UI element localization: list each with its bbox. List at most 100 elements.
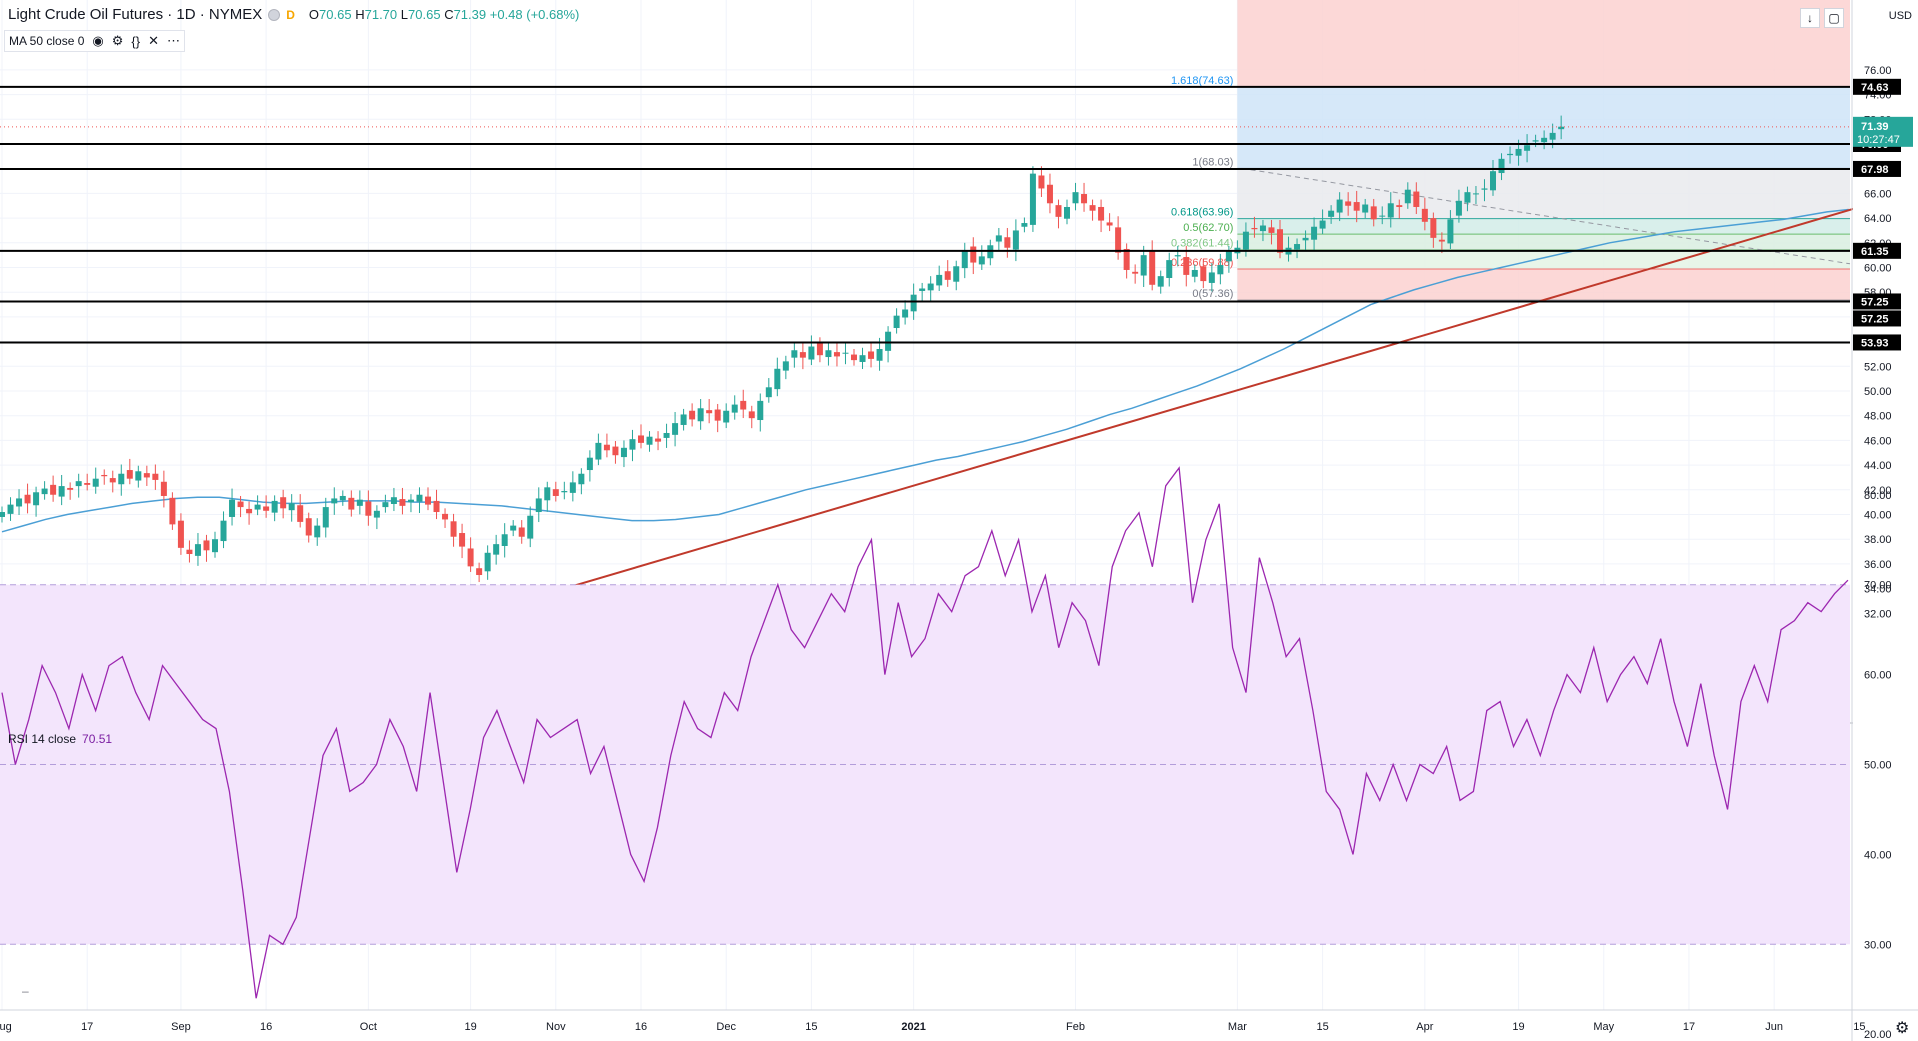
candle-body [527, 515, 534, 539]
level-price-tag [1853, 78, 1901, 95]
candle-body [697, 408, 704, 422]
candle-body [75, 481, 82, 487]
candle-body [280, 497, 287, 509]
candle-body [714, 409, 721, 421]
candle-body [288, 503, 295, 511]
candle-body [723, 410, 730, 423]
candle-body [1029, 173, 1036, 225]
candle-body [578, 473, 585, 485]
candle-body [1021, 223, 1028, 227]
candle-body [160, 481, 167, 496]
candle-body [1157, 276, 1164, 287]
candle-body [842, 352, 849, 354]
settings-gear-icon: ⚙ [1895, 1020, 1909, 1037]
candle-body [544, 487, 551, 501]
open-value: 70.65 [319, 7, 352, 22]
dashed-trend-line [1241, 167, 1851, 265]
candle-body [1396, 205, 1403, 207]
candle-body [816, 342, 823, 356]
candle-body [1455, 200, 1462, 216]
candle-body [1132, 271, 1139, 274]
level-price-tag [1853, 160, 1901, 177]
candle-body [1481, 188, 1488, 190]
candle-body [808, 346, 815, 360]
candle-body [569, 482, 576, 493]
level-price-tag-label: 57.25 [1861, 313, 1889, 325]
candle-body [1098, 206, 1105, 221]
candle-body [936, 274, 943, 286]
candle-body [586, 457, 593, 471]
candle-body [229, 499, 236, 517]
candle-body [910, 294, 917, 312]
candle-body [1319, 220, 1326, 229]
candle-body [220, 520, 227, 542]
candle-body [373, 510, 380, 518]
candle-body [927, 283, 934, 291]
fullscreen-icon[interactable]: ▢ [1824, 8, 1844, 28]
last-price-value: 71.39 [1861, 121, 1889, 133]
level-price-tag [1853, 293, 1901, 310]
time-tick-label: 17 [81, 1021, 93, 1033]
candle-body [1532, 140, 1539, 142]
candle-body [1064, 206, 1070, 219]
candle-body [84, 483, 91, 485]
rsi-tick-label: 30.00 [1864, 939, 1892, 951]
candle-body [535, 498, 542, 513]
candle-body [58, 486, 65, 497]
change-value: +0.48 (+0.68%) [489, 7, 580, 22]
candle-body [1183, 257, 1190, 275]
collapse-icon: – [22, 984, 29, 998]
candle-body [237, 501, 244, 508]
candle-body [118, 473, 125, 485]
candle-body [1268, 227, 1275, 233]
candle-body [1438, 239, 1445, 242]
eye-icon[interactable]: ◉ [92, 33, 104, 48]
price-tick-label: 52.00 [1864, 361, 1892, 373]
level-price-tag-label: 53.93 [1861, 337, 1889, 349]
candle-body [67, 487, 74, 490]
candle-body [203, 540, 210, 551]
source-code-icon[interactable]: {} [131, 33, 141, 49]
gear-icon[interactable]: ⚙ [111, 33, 124, 48]
candle-body [467, 548, 474, 567]
fib-zone [1237, 218, 1850, 235]
candle-body [1115, 227, 1122, 253]
candle-body [390, 497, 397, 505]
candle-body [1123, 248, 1130, 270]
candle-body [1294, 244, 1301, 250]
candle-body [1362, 204, 1369, 213]
candle-body [680, 414, 687, 425]
close-icon[interactable]: ✕ [148, 33, 159, 48]
candle-body [459, 533, 466, 547]
time-tick-label: 15 [1853, 1021, 1865, 1033]
ma-indicator-legend[interactable]: MA 50 close 0 ◉ ⚙ {} ✕ ⋯ [4, 30, 185, 52]
price-tick-label: 66.00 [1864, 188, 1892, 200]
candle-body [646, 436, 653, 445]
support-trend-line [546, 201, 1877, 595]
candle-body [518, 527, 525, 537]
candle-body [740, 400, 747, 410]
more-icon[interactable]: ⋯ [166, 33, 180, 48]
scroll-down-icon[interactable]: ↓ [1800, 8, 1820, 28]
candle-body [833, 352, 840, 357]
candle-body [1277, 229, 1283, 253]
price-tick-label: 76.00 [1864, 65, 1892, 77]
candle-body [791, 350, 798, 358]
rsi-tick-label: 80.00 [1864, 490, 1892, 502]
candle-body [271, 500, 278, 513]
rsi-tick-label: 50.00 [1864, 760, 1892, 772]
level-price-tag [1853, 334, 1901, 351]
time-tick-label: May [1593, 1021, 1614, 1033]
candle-body [919, 288, 926, 291]
rsi-value: 70.51 [82, 732, 113, 746]
candle-body [169, 497, 176, 525]
candle-body [442, 513, 449, 520]
candle-body [1081, 194, 1088, 204]
fib-level-label: 0.5(62.70) [1183, 222, 1233, 234]
candle-body [322, 507, 329, 528]
candle-body [433, 500, 440, 513]
candle-body [152, 473, 159, 480]
candle-body [603, 444, 610, 451]
candle-body [1558, 126, 1565, 130]
